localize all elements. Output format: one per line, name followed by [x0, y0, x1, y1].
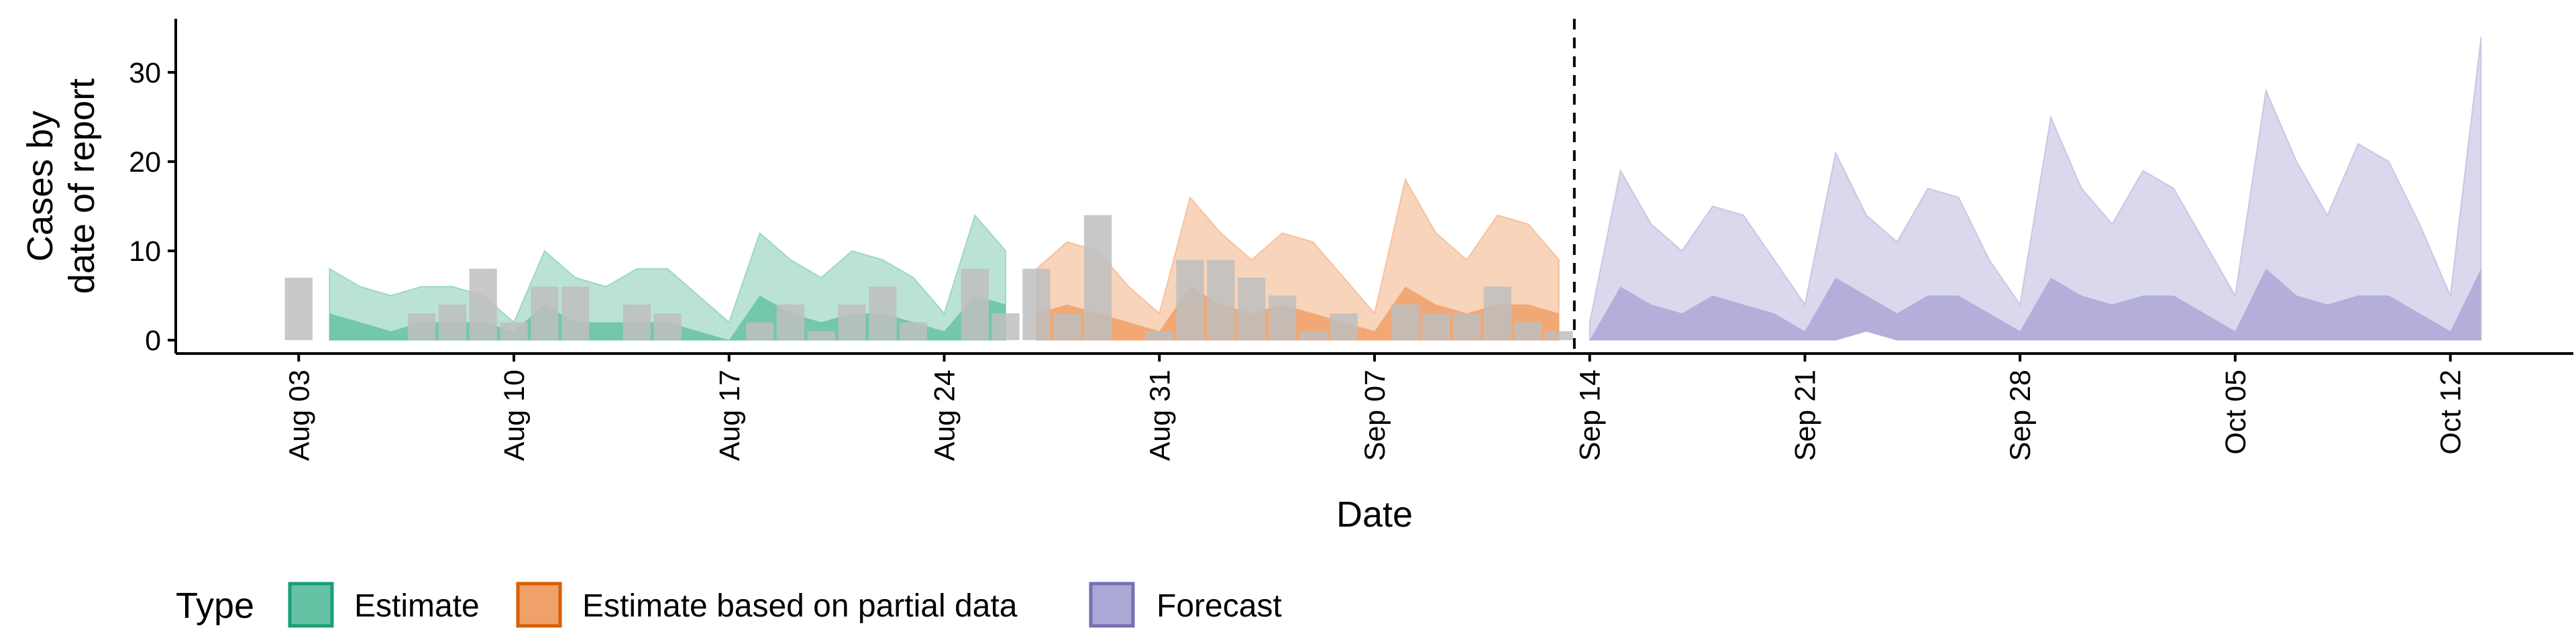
observed-bar: [1545, 331, 1573, 341]
observed-bar: [1422, 313, 1450, 341]
x-tick-label: Aug 31: [1144, 370, 1176, 461]
ribbon-median-0: [329, 295, 1006, 341]
observed-bar: [1022, 268, 1051, 341]
x-tick-label: Aug 03: [283, 370, 315, 461]
observed-bar: [531, 286, 559, 341]
legend-key-1: [516, 582, 562, 628]
observed-bar: [900, 322, 928, 341]
observed-bar: [500, 322, 528, 341]
observed-bar: [1452, 313, 1481, 341]
legend-label: Estimate based on partial data: [582, 588, 1018, 624]
x-tick-label: Aug 24: [929, 370, 961, 461]
observed-bar: [438, 304, 467, 341]
x-tick-label: Sep 28: [2004, 370, 2037, 461]
observed-bar: [1330, 313, 1358, 341]
y-tick-label: 10: [129, 235, 161, 268]
observed-bar: [745, 322, 774, 341]
legend: Type Estimate Estimate based on partial da…: [176, 582, 1282, 628]
x-axis-title: Date: [1336, 494, 1413, 535]
observed-bar: [1238, 277, 1266, 341]
observed-bar: [1083, 215, 1112, 341]
observed-bar: [407, 313, 436, 341]
y-axis-title: Cases bydate of report: [20, 78, 102, 294]
observed-bar: [1514, 322, 1542, 341]
observed-bar: [1268, 295, 1297, 341]
observed-bar: [807, 331, 835, 341]
observed-bar: [1483, 286, 1511, 341]
x-tick-label: Oct 12: [2435, 370, 2467, 455]
observed-bar: [869, 286, 897, 341]
observed-bar: [1391, 304, 1419, 341]
observed-bar: [623, 304, 651, 341]
x-tick-label: Aug 10: [498, 370, 531, 461]
observed-bar: [776, 304, 805, 341]
plot-area: [284, 19, 2482, 354]
ribbon-median-2: [1589, 268, 2481, 341]
legend-label: Estimate: [354, 588, 480, 624]
y-tick-label: 0: [145, 325, 161, 357]
legend-key-2: [1089, 582, 1135, 628]
observed-bar: [1145, 331, 1173, 341]
legend-key-0: [288, 582, 334, 628]
legend-title: Type: [176, 586, 254, 626]
ribbon-upper-2: [1589, 36, 2482, 341]
observed-bar: [1299, 331, 1327, 341]
observed-bar: [284, 277, 313, 341]
x-tick-label: Aug 17: [714, 370, 746, 461]
x-tick-label: Sep 21: [1789, 370, 1821, 461]
x-tick-label: Sep 07: [1359, 370, 1391, 461]
y-tick-label: 30: [129, 57, 161, 89]
observed-bar: [653, 313, 682, 341]
observed-bar: [1207, 260, 1235, 341]
observed-bar: [838, 304, 866, 341]
axes: 0 10 20 30 Aug 03 Aug 10 Aug 17 Aug 24 Aug 31 Sep…: [20, 19, 2573, 535]
observed-bar: [1053, 313, 1081, 341]
x-tick-label: Oct 05: [2220, 370, 2252, 455]
observed-bar: [991, 313, 1020, 341]
observed-bar: [469, 268, 497, 341]
observed-bar: [561, 286, 590, 341]
x-tick-label: Sep 14: [1574, 370, 1607, 461]
legend-label: Forecast: [1157, 588, 1282, 624]
observed-bar: [1176, 260, 1204, 341]
y-tick-label: 20: [129, 146, 161, 178]
observed-bar: [961, 268, 989, 341]
